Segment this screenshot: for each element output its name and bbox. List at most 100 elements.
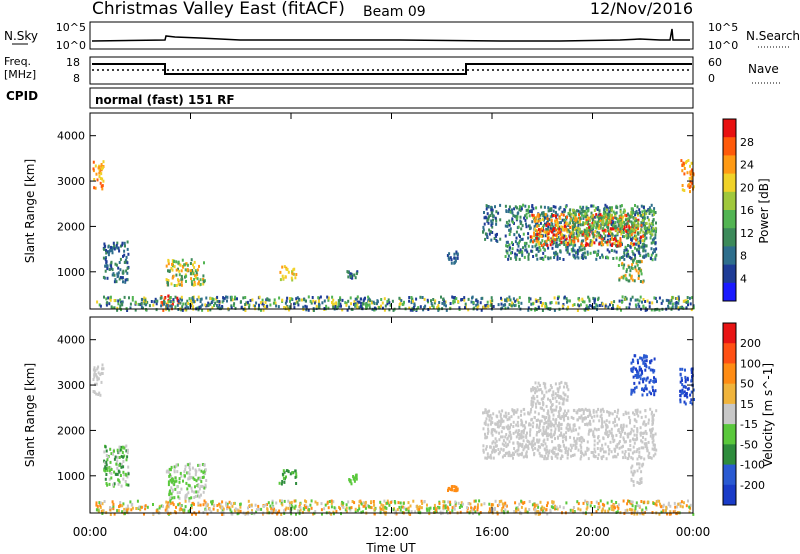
data-point xyxy=(604,442,607,446)
data-point xyxy=(499,237,502,241)
data-point xyxy=(444,506,447,510)
data-point xyxy=(364,506,367,510)
data-point xyxy=(578,246,581,250)
data-point xyxy=(615,433,618,437)
data-point xyxy=(538,402,541,406)
data-point xyxy=(587,295,590,299)
data-point xyxy=(651,238,654,242)
data-point xyxy=(562,412,565,416)
data-point xyxy=(522,246,524,250)
data-point xyxy=(517,508,520,512)
data-point xyxy=(312,299,315,303)
data-point xyxy=(556,507,559,511)
data-point xyxy=(255,508,258,512)
data-point xyxy=(626,221,629,225)
data-point xyxy=(543,218,545,222)
data-point xyxy=(602,238,605,242)
data-point xyxy=(633,237,636,240)
data-point xyxy=(482,444,485,448)
data-point xyxy=(155,509,158,513)
data-point xyxy=(173,265,176,269)
data-point xyxy=(566,395,569,399)
data-point xyxy=(601,253,604,257)
data-point xyxy=(627,217,630,221)
data-point xyxy=(589,224,592,228)
data-point xyxy=(577,224,580,228)
data-point xyxy=(569,233,572,237)
data-point xyxy=(603,420,606,424)
data-point xyxy=(264,301,267,304)
data-point xyxy=(467,297,470,301)
data-point xyxy=(624,218,627,222)
data-point xyxy=(638,211,641,215)
data-point xyxy=(636,211,639,215)
data-point xyxy=(449,500,452,504)
data-point xyxy=(354,474,357,478)
data-point xyxy=(652,213,655,216)
data-point xyxy=(182,479,184,483)
data-point xyxy=(566,249,569,252)
data-point xyxy=(570,454,573,458)
data-point xyxy=(590,240,593,244)
data-point xyxy=(633,381,636,385)
data-point xyxy=(623,222,626,226)
freq-trace xyxy=(92,63,692,75)
data-point xyxy=(686,387,689,391)
data-point xyxy=(538,230,541,234)
data-point xyxy=(188,472,191,476)
data-point xyxy=(127,507,130,511)
data-point xyxy=(563,295,566,299)
data-point xyxy=(354,276,357,280)
data-point xyxy=(681,388,684,392)
data-point xyxy=(530,396,533,400)
data-point xyxy=(642,512,645,516)
data-point xyxy=(170,304,173,308)
data-point xyxy=(362,510,364,514)
data-point xyxy=(539,219,542,223)
data-point xyxy=(538,241,541,245)
data-point xyxy=(551,440,554,444)
data-point xyxy=(635,369,638,373)
data-point xyxy=(506,418,509,422)
data-point xyxy=(317,299,320,303)
data-point xyxy=(125,449,128,453)
data-point xyxy=(606,241,609,245)
data-point xyxy=(586,252,589,256)
data-point xyxy=(500,508,503,512)
data-point xyxy=(617,242,619,246)
data-point xyxy=(340,304,342,308)
data-point xyxy=(608,250,611,254)
data-point xyxy=(615,211,618,215)
data-point xyxy=(531,236,534,239)
data-point xyxy=(520,227,523,231)
data-point xyxy=(471,508,474,512)
data-point xyxy=(591,222,594,225)
data-point xyxy=(681,184,684,187)
data-point xyxy=(228,506,231,510)
colorbar-swatch xyxy=(723,137,736,156)
data-point xyxy=(520,433,523,437)
data-point xyxy=(506,244,509,248)
data-point xyxy=(381,301,384,305)
data-point xyxy=(616,304,619,308)
data-point xyxy=(584,236,587,240)
data-point xyxy=(559,416,562,420)
data-point xyxy=(527,244,530,248)
data-point xyxy=(580,256,583,260)
data-point xyxy=(557,444,560,448)
data-point xyxy=(590,415,593,419)
data-point xyxy=(640,367,642,371)
data-point xyxy=(639,426,642,430)
data-point xyxy=(575,229,578,233)
data-point xyxy=(572,225,574,229)
data-point xyxy=(649,456,652,459)
data-point xyxy=(558,243,561,247)
data-point xyxy=(531,213,534,217)
data-point xyxy=(315,304,318,308)
data-point xyxy=(618,441,621,445)
data-point xyxy=(516,212,519,216)
data-point xyxy=(632,388,635,392)
data-point xyxy=(539,388,542,392)
data-point xyxy=(574,243,577,247)
data-point xyxy=(577,507,580,511)
